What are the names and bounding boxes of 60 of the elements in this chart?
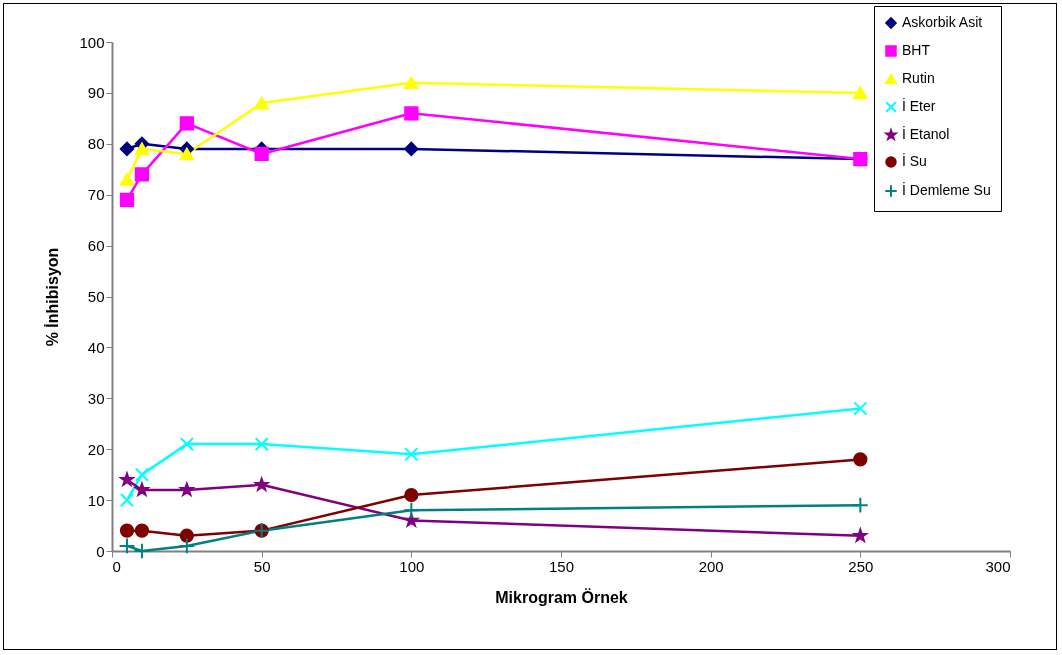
point xyxy=(402,501,420,519)
point xyxy=(134,467,150,482)
legend-label: İ Etanol xyxy=(902,125,950,142)
point xyxy=(119,523,135,538)
y-axis-title: % İnhibisyon xyxy=(44,247,62,347)
point xyxy=(254,96,269,110)
point xyxy=(179,147,194,161)
legend-label: BHT xyxy=(902,42,931,58)
point xyxy=(178,537,196,555)
point xyxy=(119,141,135,157)
point xyxy=(118,537,136,555)
x-tick-label: 50 xyxy=(253,557,271,575)
point xyxy=(179,528,194,543)
point xyxy=(179,116,194,131)
y-tick-label: 70 xyxy=(87,186,105,204)
x-tick-label: 250 xyxy=(848,557,874,575)
point xyxy=(404,76,419,90)
x-tick-label: 150 xyxy=(548,557,575,575)
x-tick-label: 300 xyxy=(985,557,1011,575)
point xyxy=(119,192,135,207)
x-tick-label: 200 xyxy=(698,557,724,575)
y-tick-label: 30 xyxy=(87,389,105,407)
point xyxy=(851,496,869,514)
legend-label: Askorbik Asit xyxy=(902,14,983,30)
y-tick-label: 90 xyxy=(87,84,105,102)
y-tick-label: 10 xyxy=(87,491,105,509)
point xyxy=(134,142,150,156)
point xyxy=(404,141,419,157)
point xyxy=(404,487,419,503)
x-tick-label: 0 xyxy=(112,557,121,575)
y-tick-label: 0 xyxy=(96,542,105,560)
point xyxy=(119,173,135,186)
x-tick-label: 100 xyxy=(399,557,425,575)
legend-label: İ Su xyxy=(902,152,927,169)
point xyxy=(404,447,419,462)
point xyxy=(254,146,269,162)
x-axis-title: Mikrogram Örnek xyxy=(495,587,628,606)
point xyxy=(118,470,136,488)
point xyxy=(134,523,150,538)
legend-label: Rutin xyxy=(902,70,935,86)
point xyxy=(134,167,150,182)
point xyxy=(853,401,868,416)
y-tick-label: 100 xyxy=(79,33,105,51)
point xyxy=(851,526,869,544)
y-tick-label: 40 xyxy=(87,338,105,356)
point xyxy=(853,452,868,467)
legend-label: İ Demleme Su xyxy=(902,181,991,198)
point xyxy=(179,436,194,452)
legend-label: İ Eter xyxy=(902,97,936,114)
y-tick-label: 60 xyxy=(87,237,105,255)
point xyxy=(404,106,419,121)
point xyxy=(853,86,868,100)
y-tick-label: 50 xyxy=(87,288,105,305)
point xyxy=(133,480,151,498)
y-tick-label: 80 xyxy=(87,135,105,153)
point xyxy=(253,476,271,493)
y-tick-label: 20 xyxy=(87,440,105,458)
point xyxy=(119,492,135,508)
point xyxy=(133,542,151,560)
point xyxy=(254,436,269,452)
